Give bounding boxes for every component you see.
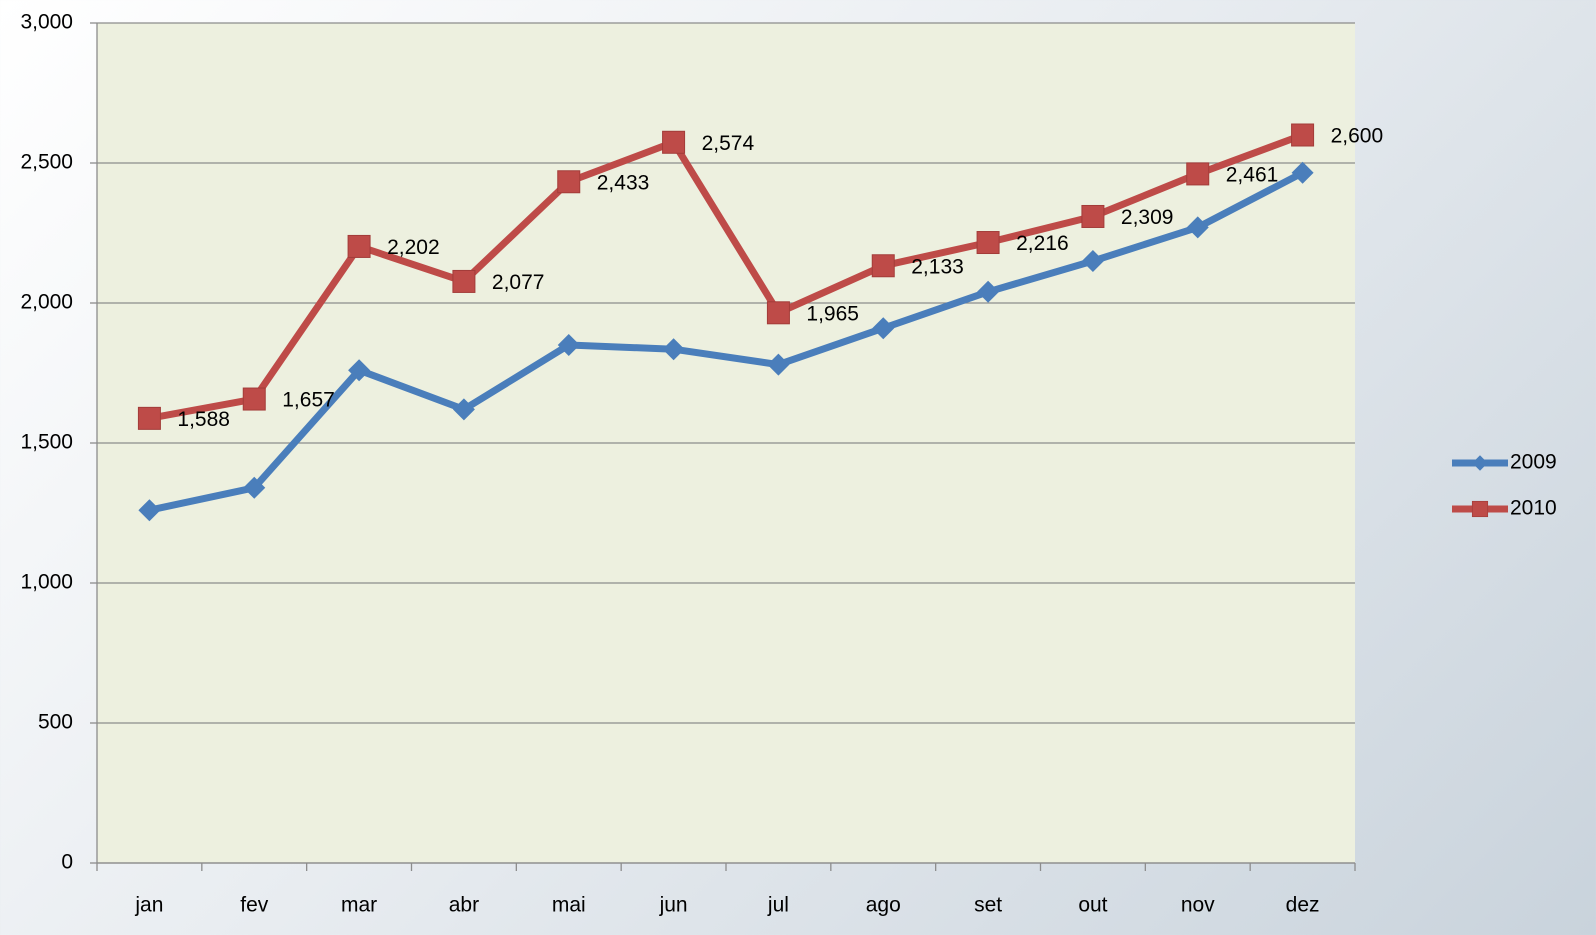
data-label: 2,574: [702, 132, 755, 155]
y-tick-label: 2,000: [20, 291, 73, 314]
x-tick-label: abr: [449, 894, 479, 917]
x-tick-label: set: [974, 894, 1002, 917]
legend-marker: [1471, 500, 1489, 518]
x-tick-label: mai: [552, 894, 586, 917]
y-tick-label: 500: [38, 711, 73, 734]
y-tick-label: 1,000: [20, 571, 73, 594]
x-tick-label: dez: [1286, 894, 1320, 917]
marker: [1081, 204, 1105, 228]
marker: [872, 317, 895, 340]
data-label: 2,433: [597, 171, 650, 194]
x-tick-label: out: [1078, 894, 1107, 917]
marker: [1186, 162, 1210, 186]
marker: [243, 476, 266, 499]
legend-label: 2010: [1510, 497, 1557, 520]
marker: [767, 353, 790, 376]
marker: [766, 301, 790, 325]
data-label: 2,202: [387, 236, 440, 259]
marker: [1291, 161, 1314, 184]
y-tick-label: 0: [61, 851, 73, 874]
marker: [871, 254, 895, 278]
data-label: 1,588: [177, 408, 230, 431]
data-label: 1,965: [806, 302, 859, 325]
marker: [1186, 216, 1209, 239]
data-label: 2,216: [1016, 232, 1069, 255]
marker: [662, 130, 686, 154]
data-label: 2,600: [1331, 125, 1384, 148]
data-label: 1,657: [282, 389, 335, 412]
x-tick-label: jan: [134, 894, 163, 917]
marker: [976, 231, 1000, 255]
series-line: [148, 169, 1305, 514]
marker: [138, 499, 161, 522]
data-label: 2,309: [1121, 206, 1174, 229]
marker: [137, 406, 161, 430]
y-tick-label: 1,500: [20, 431, 73, 454]
marker: [348, 359, 371, 382]
x-tick-label: fev: [240, 894, 269, 917]
marker: [452, 398, 475, 421]
x-tick-label: mar: [341, 894, 377, 917]
data-label: 2,133: [911, 255, 964, 278]
y-tick-label: 3,000: [20, 11, 73, 34]
data-label: 2,077: [492, 271, 545, 294]
series-line: [148, 131, 1304, 422]
x-tick-label: nov: [1181, 894, 1215, 917]
legend-marker: [1472, 455, 1488, 471]
marker: [557, 170, 581, 194]
legend-label: 2009: [1510, 451, 1557, 474]
data-label: 2,461: [1226, 163, 1279, 186]
marker: [662, 338, 685, 361]
marker: [977, 280, 1000, 303]
marker: [242, 387, 266, 411]
x-tick-label: ago: [866, 894, 901, 917]
x-tick-label: jun: [659, 894, 688, 917]
x-tick-label: jul: [767, 894, 789, 917]
marker: [1081, 250, 1104, 272]
y-tick-label: 2,500: [20, 151, 73, 174]
marker: [1291, 123, 1315, 147]
marker: [557, 334, 580, 356]
marker: [452, 269, 476, 293]
marker: [347, 234, 371, 258]
